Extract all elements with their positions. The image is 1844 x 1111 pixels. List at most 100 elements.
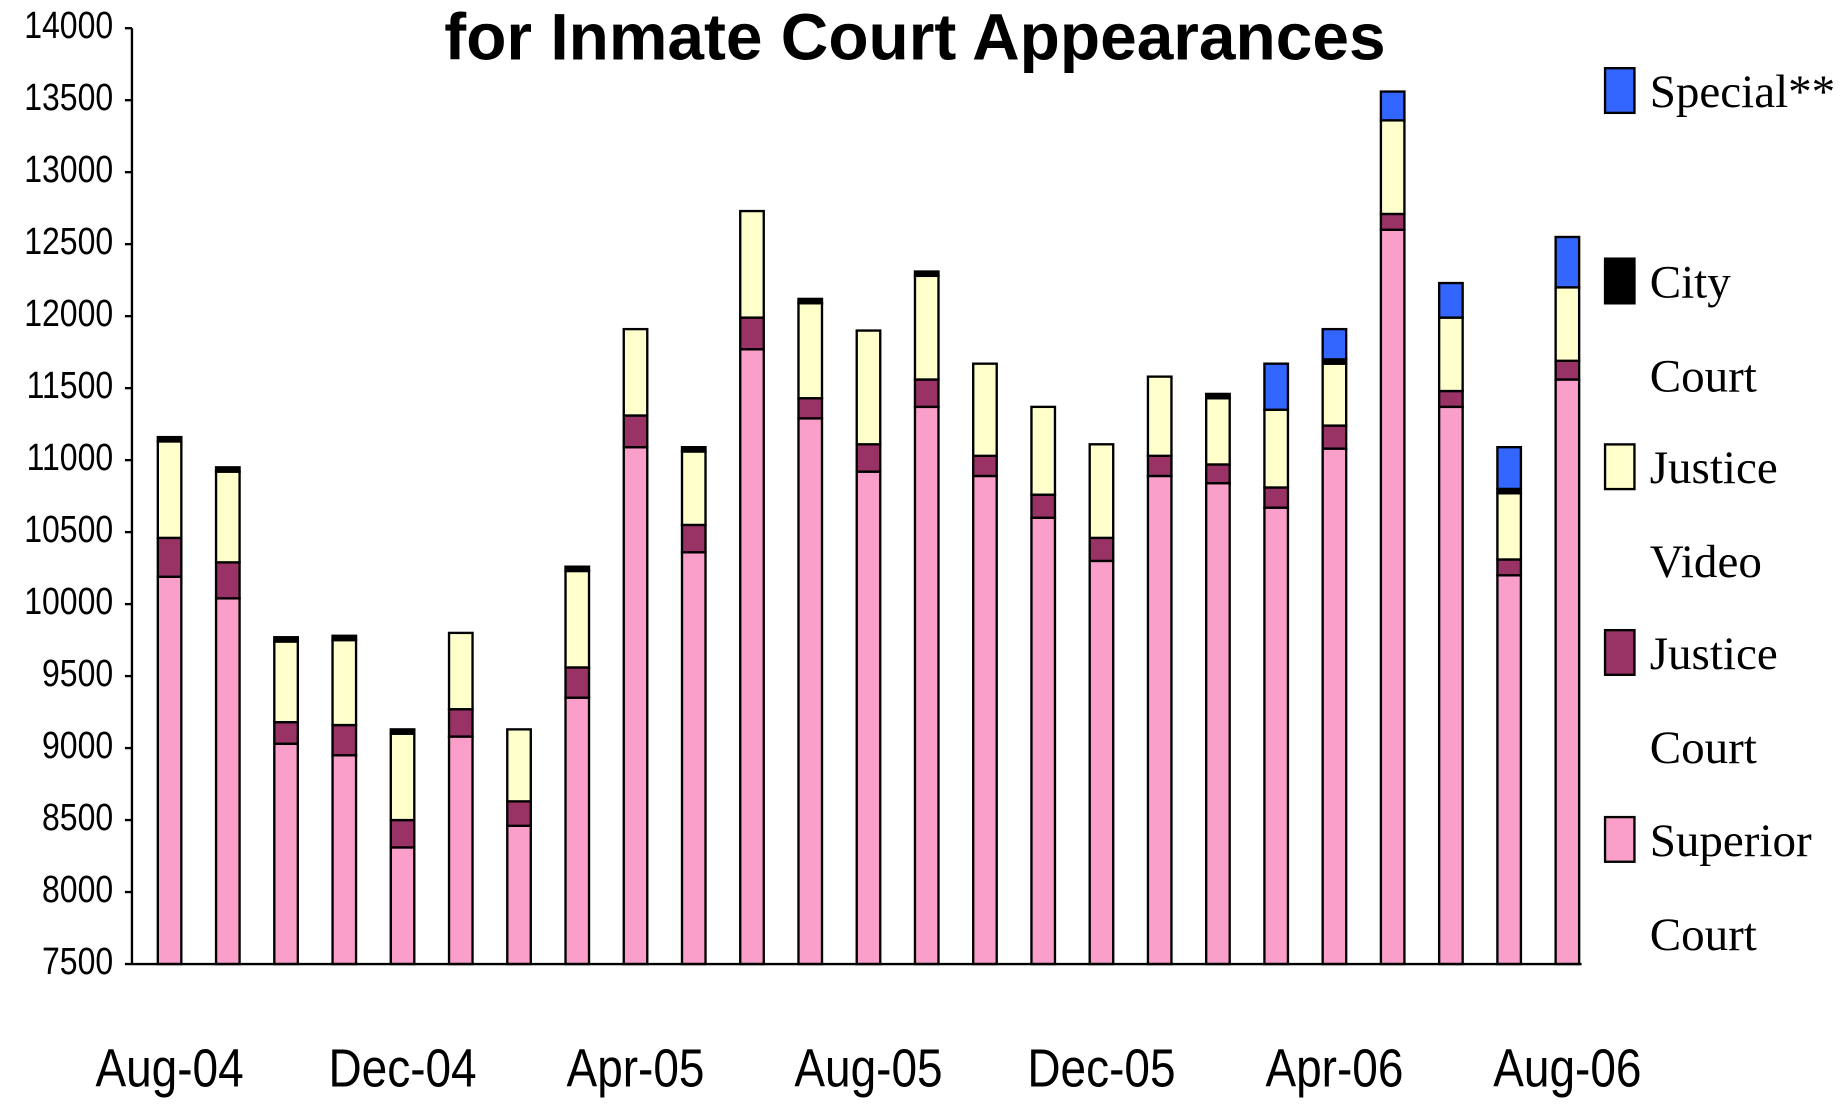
bar-segment: [680, 523, 707, 554]
bar-segment: [1263, 408, 1290, 489]
y-tick-label: 12000: [24, 293, 113, 335]
bar-segment: [622, 327, 649, 417]
bar-segment: [331, 754, 358, 966]
x-tick-label: Dec-05: [1027, 1038, 1175, 1098]
y-tick-label: 8000: [42, 869, 113, 911]
legend-swatch: [1603, 443, 1636, 491]
bar-segment: [797, 397, 824, 420]
bar-segment: [680, 446, 707, 453]
legend-label: Justice Video: [1649, 440, 1778, 588]
y-tick-label: 10000: [24, 581, 113, 623]
bar-segment: [156, 440, 183, 540]
bar-segment: [273, 636, 299, 643]
bar-segment: [447, 735, 474, 966]
x-tick-label: Apr-06: [1265, 1038, 1403, 1098]
chart-title: for Inmate Court Appearances: [444, 0, 1385, 74]
bar-segment: [273, 742, 299, 966]
y-tick-label: 7500: [42, 941, 113, 983]
bar-segment: [1030, 405, 1057, 496]
x-tick-label: Dec-04: [328, 1038, 476, 1098]
legend-swatch: [1603, 815, 1636, 863]
bar-segment: [855, 329, 882, 446]
legend-swatch: [1603, 257, 1636, 305]
legend-entry: Justice Court: [1649, 626, 1778, 774]
bar-segment: [1496, 446, 1523, 491]
legend-swatch: [1603, 67, 1636, 115]
bar-segment: [506, 824, 532, 966]
x-tick-label: Aug-05: [794, 1038, 942, 1098]
y-tick-label: 13500: [24, 77, 113, 119]
bar-segment: [913, 270, 940, 278]
bar-segment: [1321, 362, 1348, 427]
bar-segment: [1379, 90, 1406, 122]
bar-segment: [913, 405, 940, 966]
bar-segment: [331, 638, 358, 727]
bar-segment: [1554, 235, 1581, 289]
bar-segment: [447, 708, 474, 738]
bar-segment: [389, 818, 416, 849]
bar-segment: [797, 297, 824, 305]
y-tick-label: 9500: [42, 653, 113, 695]
bar-segment: [1205, 463, 1231, 485]
bar-segment: [273, 640, 299, 724]
bar-segment: [156, 435, 183, 443]
bar-segment: [797, 302, 824, 400]
y-tick-label: 9000: [42, 725, 113, 767]
bar-segment: [389, 728, 416, 735]
bar-segment: [680, 450, 707, 527]
bar-segment: [273, 720, 299, 745]
legend-label: Special**: [1649, 64, 1836, 118]
y-tick-label: 10500: [24, 509, 113, 551]
bar-segment: [1205, 481, 1231, 966]
bar-segment: [331, 634, 358, 642]
bar-segment: [1146, 454, 1173, 478]
bar-segment: [506, 728, 532, 803]
bar-segment: [1496, 574, 1523, 966]
bar-segment: [506, 800, 532, 828]
bar-segment: [913, 378, 940, 409]
y-tick-label: 12500: [24, 221, 113, 263]
bar-segment: [1379, 212, 1406, 231]
bar-segment: [214, 597, 241, 966]
bar-segment: [447, 631, 474, 711]
bar-segment: [972, 454, 998, 478]
legend-label: Superior Court: [1649, 813, 1812, 961]
legend-entry: Superior Court: [1649, 813, 1812, 961]
bar-segment: [1321, 327, 1348, 361]
bar-segment: [1146, 474, 1173, 966]
y-tick-label: 11500: [27, 365, 114, 407]
x-tick-label: Apr-05: [567, 1038, 705, 1098]
bar-segment: [1379, 228, 1406, 966]
bar-segment: [1379, 119, 1406, 216]
bar-segment: [1088, 536, 1115, 563]
bar-segment: [913, 274, 940, 381]
bar-segment: [1146, 375, 1173, 457]
bar-segment: [1496, 492, 1523, 561]
bar-segment: [739, 348, 765, 966]
legend-label: Justice Court: [1649, 626, 1778, 774]
legend-label: City Court: [1649, 255, 1757, 403]
bar-segment: [214, 561, 241, 600]
bar-segment: [972, 474, 998, 966]
bar-segment: [156, 575, 183, 966]
bar-segment: [739, 209, 765, 319]
bar-segment: [739, 316, 765, 351]
bar-segment: [564, 565, 591, 573]
y-tick-label: 8500: [42, 797, 113, 839]
bar-segment: [156, 536, 183, 578]
bar-segment: [1554, 378, 1581, 966]
bar-segment: [214, 470, 241, 564]
legend-swatch: [1603, 628, 1636, 677]
bar-segment: [1030, 516, 1057, 966]
bar-segment: [1088, 443, 1115, 540]
bar-segment: [1030, 493, 1057, 519]
bar-segment: [1496, 558, 1523, 577]
legend-entry: Justice Video: [1649, 440, 1778, 588]
bar-segment: [1263, 362, 1290, 411]
bar-segment: [389, 732, 416, 822]
bar-segment: [1263, 486, 1290, 509]
bar-segment: [622, 446, 649, 966]
bar-segment: [1263, 506, 1290, 966]
